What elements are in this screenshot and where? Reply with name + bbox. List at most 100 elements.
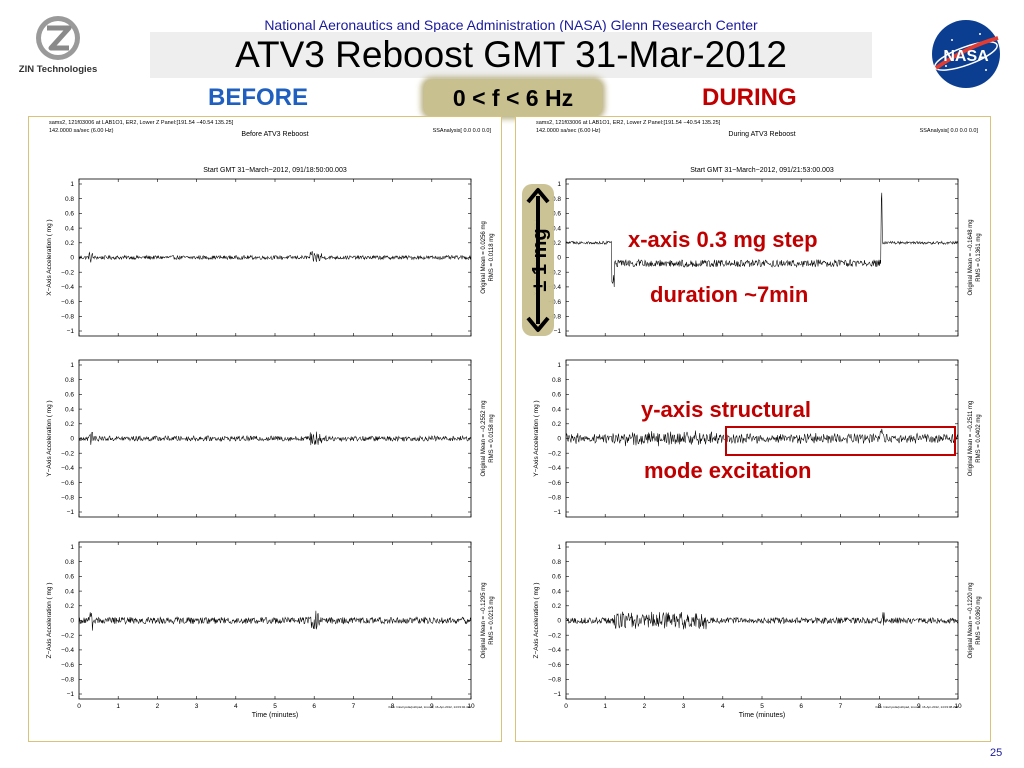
y-tick-label: 0.6 (552, 392, 561, 399)
rms-label: RMS = 0.1361 mg (976, 233, 982, 282)
y-tick-label: 0 (70, 255, 74, 262)
y-tick-label: −0.6 (61, 662, 74, 669)
chart-header-left-1: sams2, 121f03006 at LAB1O1, ER2, Lower Z… (536, 120, 721, 126)
y-tick-label: −0.8 (61, 495, 74, 502)
annotation-y-axis-mode: mode excitation (644, 458, 812, 483)
before-chart-panel: sams2, 121f03006 at LAB1O1, ER2, Lower Z… (28, 116, 502, 742)
y-tick-label: −0.2 (61, 450, 74, 457)
y-axis-highlight-box (725, 426, 956, 456)
plot-frame (78, 178, 472, 337)
y-tick-label: 0.4 (552, 406, 561, 413)
x-tick-label: 10 (467, 703, 475, 710)
acceleration-trace (78, 251, 472, 263)
rms-label: RMS = 0.0158 mg (489, 414, 495, 463)
y-tick-label: 0.4 (552, 588, 561, 595)
x-tick-label: 3 (195, 703, 199, 710)
y-tick-label: 0.6 (65, 211, 74, 218)
y-tick-label: −0.8 (61, 677, 74, 684)
y-axis-label: Z−Axis Acceleration ( mg ) (533, 582, 540, 658)
y-tick-label: −0.4 (61, 284, 74, 291)
subplot-1: 10.80.60.40.20−0.2−0.4−0.6−0.8−1X−Axis A… (46, 178, 495, 337)
chart-header-left-2: 142.0000 sa/sec (6.00 Hz) (536, 128, 601, 134)
y-tick-label: −1 (554, 328, 562, 335)
acceleration-trace (565, 611, 959, 630)
before-chart-svg: sams2, 121f03006 at LAB1O1, ER2, Lower Z… (46, 120, 495, 719)
scale-arrow: ± 1 mg (516, 182, 560, 338)
y-tick-label: −0.8 (548, 677, 561, 684)
plot-frame (565, 541, 959, 700)
original-mean-label: Original Mean = −0.1295 mg (481, 582, 487, 658)
during-chart-svg: sams2, 121f03006 at LAB1O1, ER2, Lower Z… (533, 120, 982, 719)
y-tick-label: −0.2 (61, 269, 74, 276)
y-tick-label: −0.6 (61, 480, 74, 487)
y-tick-label: 0.6 (552, 574, 561, 581)
y-tick-label: 0.8 (65, 559, 74, 566)
chart-header-right: SSAnalysis[ 0.0 0.0 0.0] (433, 128, 492, 134)
y-tick-label: 0 (557, 255, 561, 262)
original-mean-label: Original Mean = −0.1220 mg (968, 582, 974, 658)
y-axis-label: X−Axis Acceleration ( mg ) (46, 219, 53, 295)
x-axis-label: Time (minutes) (739, 712, 785, 719)
y-tick-label: −0.4 (61, 647, 74, 654)
y-tick-label: 0 (70, 436, 74, 443)
original-mean-label: Original Mean = −0.2552 mg (481, 400, 487, 476)
y-tick-label: 0.6 (552, 211, 561, 218)
y-tick-label: 0.2 (65, 421, 74, 428)
x-tick-label: 1 (116, 703, 120, 710)
y-tick-label: −0.8 (548, 495, 561, 502)
y-tick-label: −0.8 (548, 314, 561, 321)
y-tick-label: 0.4 (552, 225, 561, 232)
y-tick-label: −1 (67, 691, 75, 698)
acceleration-trace (78, 610, 472, 631)
x-tick-label: 2 (643, 703, 647, 710)
rms-label: RMS = 0.0402 mg (976, 414, 982, 463)
x-tick-label: 8 (391, 703, 395, 710)
subplot-2: 1 0.8 0.6 0.4 0.2 0 −0.2 −0.4 −0.6 −0.8 −1 Y−Axis A… (46, 359, 495, 518)
y-axis-label: Z−Axis Acceleration ( mg ) (46, 582, 53, 658)
acceleration-trace (565, 192, 959, 288)
frequency-range-label: 0 < f < 6 Hz (424, 80, 602, 116)
y-tick-label: −0.6 (61, 299, 74, 306)
subplot-1: 10.80.60.40.20−0.2−0.4−0.6−0.8−1X−Axis A… (533, 178, 982, 337)
annotation-x-axis-step: x-axis 0.3 mg step (628, 227, 818, 252)
y-tick-label: −0.2 (548, 450, 561, 457)
y-tick-label: 0.4 (65, 588, 74, 595)
chart-header-left-2: 142.0000 sa/sec (6.00 Hz) (49, 128, 114, 134)
x-tick-label: 7 (839, 703, 843, 710)
x-tick-label: 6 (312, 703, 316, 710)
rms-label: RMS = 0.0118 mg (489, 233, 495, 281)
acceleration-trace (565, 428, 959, 447)
x-tick-label: 7 (352, 703, 356, 710)
y-tick-label: −0.4 (61, 465, 74, 472)
y-tick-label: 0.6 (65, 392, 74, 399)
y-tick-label: 0.6 (65, 574, 74, 581)
original-mean-label: Original Mean = −0.1648 mg (968, 219, 974, 295)
subplot-2: 1 0.8 0.6 0.4 0.2 0 −0.2 −0.4 −0.6 −0.8 −1 Y−Axis A… (533, 359, 982, 518)
y-tick-label: −0.6 (548, 480, 561, 487)
original-mean-label: Original Mean = 0.0256 mg (481, 221, 487, 294)
annotation-y-axis-structural: y-axis structural (641, 397, 811, 422)
before-label: BEFORE (208, 84, 309, 111)
y-tick-label: 0 (557, 618, 561, 625)
original-mean-label: Original Mean = −0.2511 mg (968, 401, 974, 477)
zin-technologies-name: ZIN Technologies (18, 64, 98, 75)
organization-line: National Aeronautics and Space Administr… (264, 17, 758, 33)
x-tick-label: 6 (799, 703, 803, 710)
during-label: DURING (702, 84, 797, 111)
y-tick-label: −1 (67, 509, 75, 516)
chart-footnote: from: /misc/yoda/pub/pad, tmcook, 16-Apr… (388, 705, 471, 709)
chart-header-left-1: sams2, 121f03006 at LAB1O1, ER2, Lower Z… (49, 120, 234, 126)
y-tick-label: 0.2 (65, 603, 74, 610)
y-axis-label: Y−Axis Acceleration ( mg ) (46, 400, 53, 476)
y-tick-label: 0.2 (65, 240, 74, 247)
y-tick-label: −0.2 (61, 632, 74, 639)
y-tick-label: −1 (554, 509, 562, 516)
chart-subtitle: Start GMT 31−March−2012, 091/21:53:00.00… (690, 167, 834, 174)
y-tick-label: 0.8 (65, 196, 74, 203)
x-tick-label: 1 (603, 703, 607, 710)
y-tick-label: 1 (557, 181, 561, 188)
during-chart-panel: sams2, 121f03006 at LAB1O1, ER2, Lower Z… (515, 116, 991, 742)
y-tick-label: 0.8 (552, 196, 561, 203)
y-tick-label: 0.8 (65, 377, 74, 384)
y-tick-label: 0.2 (552, 603, 561, 610)
